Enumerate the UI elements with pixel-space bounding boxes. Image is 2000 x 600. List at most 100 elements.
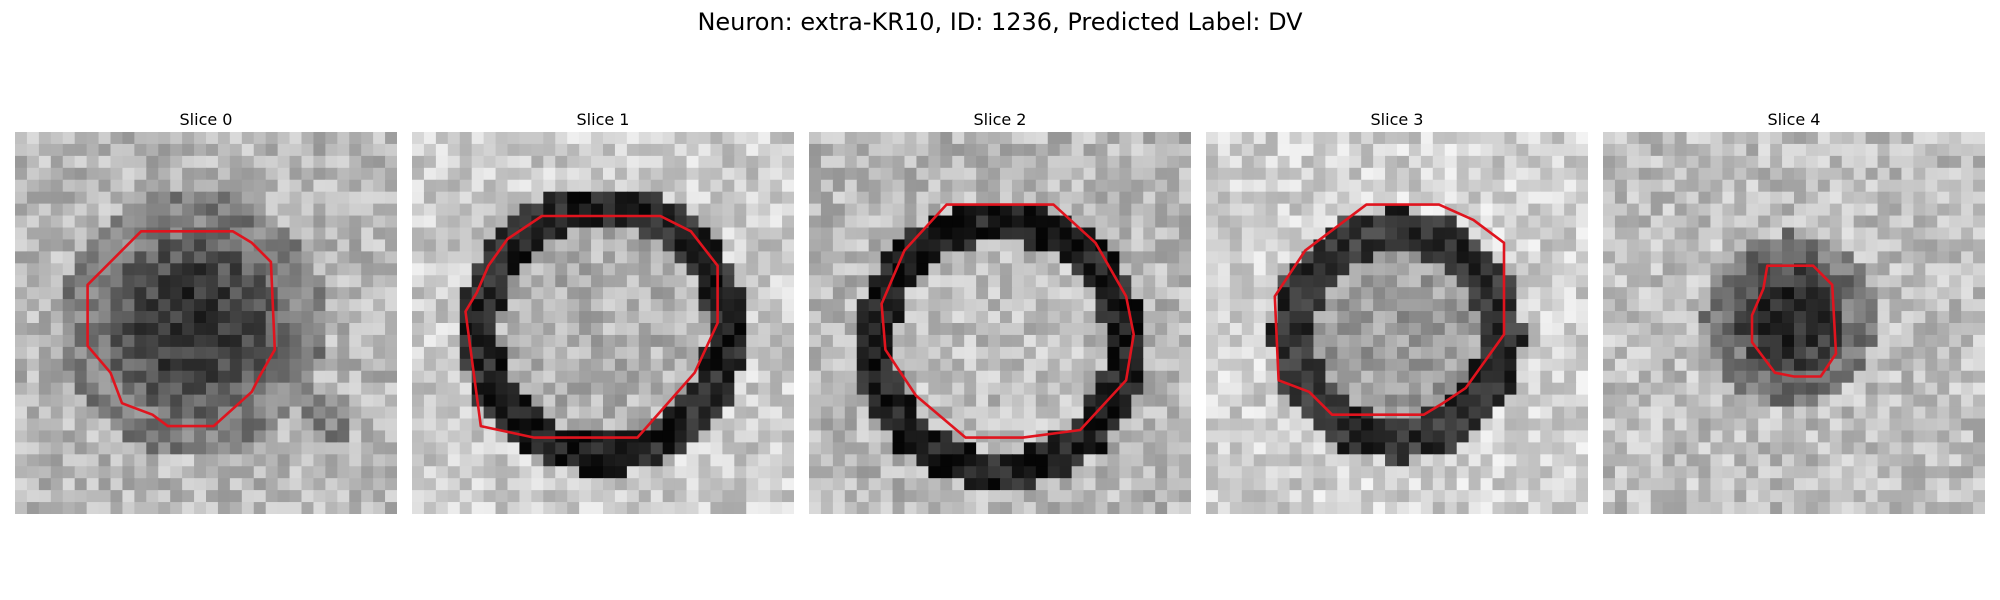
image-pixel bbox=[1540, 167, 1553, 181]
image-pixel bbox=[471, 167, 485, 181]
image-pixel bbox=[1722, 430, 1735, 443]
image-pixel bbox=[579, 287, 592, 300]
image-pixel bbox=[1023, 502, 1037, 514]
image-pixel bbox=[686, 406, 700, 420]
image-pixel bbox=[964, 442, 977, 455]
image-pixel bbox=[349, 239, 362, 252]
image-pixel bbox=[1468, 263, 1482, 276]
image-pixel bbox=[543, 215, 556, 229]
image-pixel bbox=[1179, 311, 1191, 324]
image-pixel bbox=[1265, 466, 1279, 479]
image-pixel bbox=[674, 155, 688, 169]
image-pixel bbox=[1253, 263, 1267, 276]
image-pixel bbox=[50, 299, 64, 312]
image-pixel bbox=[146, 502, 159, 514]
image-pixel bbox=[277, 490, 291, 503]
image-pixel bbox=[1059, 167, 1073, 181]
image-pixel bbox=[471, 251, 485, 264]
image-pixel bbox=[1504, 287, 1517, 300]
image-pixel bbox=[662, 382, 676, 396]
image-pixel bbox=[253, 466, 267, 479]
image-pixel bbox=[170, 346, 183, 360]
image-pixel bbox=[1217, 454, 1231, 467]
image-pixel bbox=[1229, 442, 1243, 455]
image-pixel bbox=[182, 263, 195, 276]
image-pixel bbox=[988, 275, 1001, 288]
image-pixel bbox=[1119, 203, 1132, 217]
image-pixel bbox=[146, 394, 159, 408]
image-pixel bbox=[1770, 251, 1783, 264]
image-pixel bbox=[892, 239, 906, 252]
image-pixel bbox=[1552, 334, 1565, 348]
image-pixel bbox=[495, 346, 509, 360]
image-pixel bbox=[555, 323, 568, 336]
image-pixel bbox=[1385, 370, 1398, 384]
image-pixel bbox=[1576, 490, 1588, 503]
image-pixel bbox=[1973, 143, 1985, 157]
image-pixel bbox=[146, 323, 159, 336]
image-pixel bbox=[758, 203, 771, 217]
image-pixel bbox=[1746, 167, 1759, 181]
image-pixel bbox=[206, 454, 219, 467]
image-pixel bbox=[543, 466, 556, 479]
image-pixel bbox=[567, 502, 580, 514]
image-pixel bbox=[674, 430, 688, 443]
image-pixel bbox=[483, 239, 497, 252]
image-pixel bbox=[1397, 418, 1410, 432]
image-pixel bbox=[1155, 287, 1168, 300]
image-pixel bbox=[146, 155, 159, 169]
image-pixel bbox=[1011, 466, 1025, 479]
image-pixel bbox=[567, 382, 580, 396]
image-pixel bbox=[734, 502, 747, 514]
image-pixel bbox=[217, 430, 231, 443]
image-pixel bbox=[1710, 358, 1723, 372]
image-pixel bbox=[531, 263, 544, 276]
image-pixel bbox=[1432, 334, 1446, 348]
image-pixel bbox=[1337, 287, 1350, 300]
image-pixel bbox=[1059, 334, 1073, 348]
image-pixel bbox=[1325, 466, 1338, 479]
image-pixel bbox=[182, 287, 195, 300]
image-pixel bbox=[1746, 227, 1759, 241]
image-pixel bbox=[1710, 275, 1723, 288]
image-pixel bbox=[809, 334, 822, 348]
image-pixel bbox=[519, 179, 532, 193]
image-pixel bbox=[1011, 203, 1025, 217]
image-pixel bbox=[1385, 203, 1398, 217]
image-pixel bbox=[361, 227, 374, 241]
image-pixel bbox=[1603, 287, 1616, 300]
image-pixel bbox=[1035, 203, 1049, 217]
image-pixel bbox=[734, 334, 747, 348]
image-pixel bbox=[1817, 251, 1831, 264]
image-pixel bbox=[734, 394, 747, 408]
image-pixel bbox=[928, 466, 941, 479]
image-pixel bbox=[265, 454, 279, 467]
image-pixel bbox=[904, 191, 918, 205]
image-pixel bbox=[722, 239, 735, 252]
image-pixel bbox=[337, 132, 350, 145]
image-pixel bbox=[1794, 275, 1807, 288]
image-pixel bbox=[412, 215, 425, 229]
image-pixel bbox=[74, 346, 88, 360]
image-pixel bbox=[15, 263, 28, 276]
image-pixel bbox=[1492, 394, 1506, 408]
image-pixel bbox=[1901, 239, 1914, 252]
image-pixel bbox=[555, 418, 568, 432]
image-pixel bbox=[1023, 406, 1037, 420]
image-pixel bbox=[1626, 442, 1640, 455]
image-pixel bbox=[832, 275, 846, 288]
image-pixel bbox=[1444, 167, 1458, 181]
image-pixel bbox=[844, 358, 858, 372]
image-pixel bbox=[1241, 358, 1255, 372]
image-pixel bbox=[1011, 179, 1025, 193]
image-pixel bbox=[423, 275, 437, 288]
image-pixel bbox=[1385, 143, 1398, 157]
image-pixel bbox=[1710, 370, 1723, 384]
image-pixel bbox=[1710, 454, 1723, 467]
image-pixel bbox=[110, 406, 124, 420]
image-pixel bbox=[1337, 382, 1350, 396]
image-pixel bbox=[1576, 203, 1588, 217]
image-pixel bbox=[1889, 215, 1903, 229]
image-pixel bbox=[1337, 406, 1350, 420]
image-pixel bbox=[349, 155, 362, 169]
